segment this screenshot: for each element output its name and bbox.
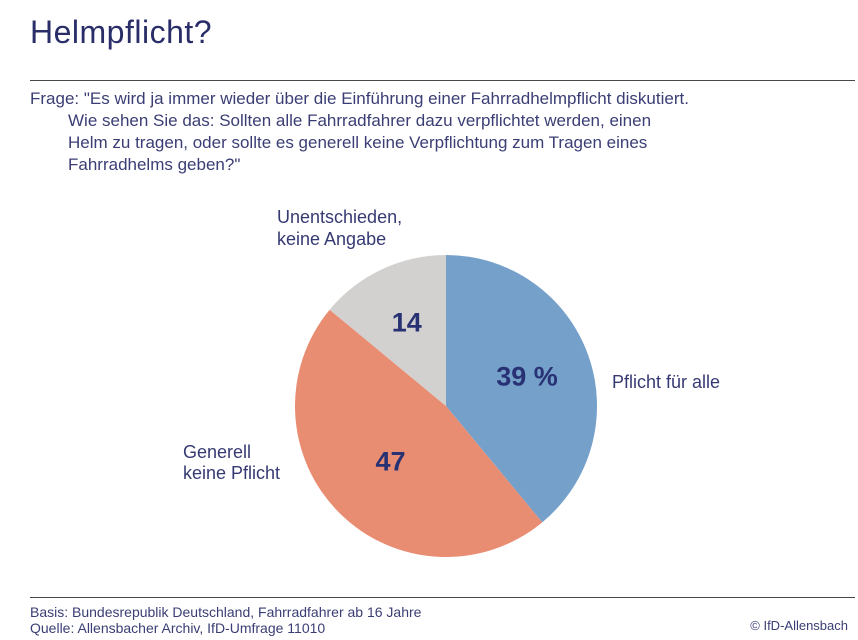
pie-label-pflicht-fuer-alle: Pflicht für alle [612, 372, 721, 392]
pie-slice-1 [295, 309, 543, 557]
footer-basis: Basis: Bundesrepublik Deutschland, Fahrr… [30, 604, 422, 620]
pie-value-1: 47 [375, 446, 406, 477]
pie-slice-0 [446, 255, 597, 523]
header-divider [30, 80, 855, 81]
pie-label-generell-keine-pflicht: Generell keine Pflicht [183, 442, 281, 483]
pie-value-0: 39 % [496, 361, 558, 392]
footer-quelle: Quelle: Allensbacher Archiv, IfD-Umfrage… [30, 620, 326, 636]
page-title: Helmpflicht? [30, 14, 213, 50]
pie-label-unentschieden: Unentschieden, keine Angabe [277, 207, 403, 249]
question-text: Frage: "Es wird ja immer wieder über die… [30, 89, 689, 174]
pie-value-2: 14 [391, 307, 422, 338]
pie-chart [295, 255, 597, 557]
footer-copyright: © IfD-Allensbach [750, 618, 848, 633]
pie-slice-2 [329, 255, 446, 406]
footer-divider [30, 597, 855, 598]
